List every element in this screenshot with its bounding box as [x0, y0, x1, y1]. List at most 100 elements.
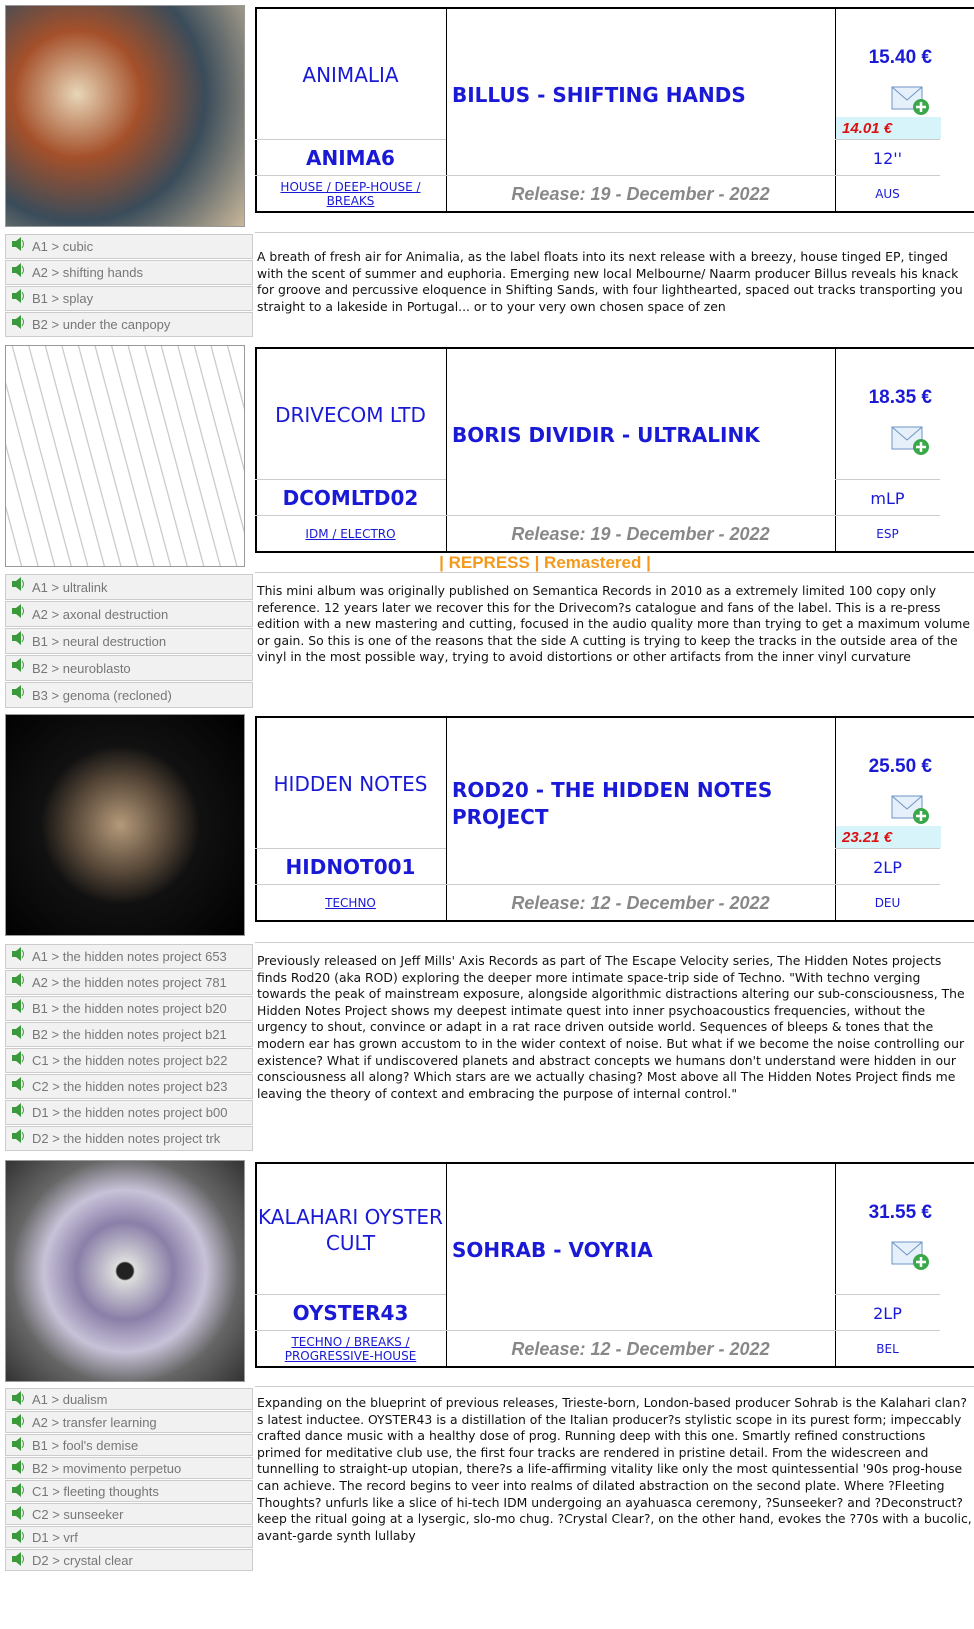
track-name[interactable]: A2 > shifting hands	[32, 265, 143, 280]
mail-icon[interactable]	[890, 83, 930, 117]
track[interactable]: B2 > movimento perpetuo	[5, 1457, 253, 1479]
track-name[interactable]: D2 > crystal clear	[32, 1553, 133, 1568]
genres[interactable]: TECHNO	[255, 885, 446, 921]
track[interactable]: A1 > dualism	[5, 1388, 253, 1410]
play-icon[interactable]	[10, 998, 26, 1014]
track[interactable]: B2 > the hidden notes project b21	[5, 1022, 253, 1047]
play-icon[interactable]	[10, 288, 26, 304]
label-name[interactable]: ANIMALIA	[255, 25, 446, 125]
release-title[interactable]: BORIS DIVIDIR - ULTRALINK	[446, 365, 835, 505]
add-to-wishlist[interactable]	[890, 1238, 930, 1272]
track-name[interactable]: B1 > neural destruction	[32, 634, 166, 649]
play-icon[interactable]	[10, 1436, 26, 1452]
cover-art[interactable]	[5, 714, 245, 936]
track[interactable]: A2 > the hidden notes project 781	[5, 970, 253, 995]
play-icon[interactable]	[10, 262, 26, 278]
track-name[interactable]: D2 > the hidden notes project trk	[32, 1131, 220, 1146]
play-icon[interactable]	[10, 657, 26, 673]
play-icon[interactable]	[10, 630, 26, 646]
track[interactable]: D2 > the hidden notes project trk	[5, 1126, 253, 1151]
track-name[interactable]: C2 > sunseeker	[32, 1507, 123, 1522]
track-name[interactable]: D1 > the hidden notes project b00	[32, 1105, 228, 1120]
mail-icon[interactable]	[890, 1238, 930, 1272]
track[interactable]: A2 > transfer learning	[5, 1411, 253, 1433]
track-name[interactable]: B2 > neuroblasto	[32, 661, 131, 676]
genres[interactable]: IDM / ELECTRO	[255, 516, 446, 552]
catalog-number[interactable]: OYSTER43	[255, 1296, 446, 1330]
track[interactable]: D1 > the hidden notes project b00	[5, 1100, 253, 1125]
track[interactable]: B2 > neuroblasto	[5, 655, 253, 681]
mail-icon[interactable]	[890, 792, 930, 826]
catalog-number[interactable]: DCOMLTD02	[255, 481, 446, 515]
release-title[interactable]: SOHRAB - VOYRIA	[446, 1180, 835, 1320]
mail-icon[interactable]	[890, 423, 930, 457]
play-icon[interactable]	[10, 1528, 26, 1544]
add-to-wishlist[interactable]	[890, 423, 930, 457]
track-name[interactable]: B1 > the hidden notes project b20	[32, 1001, 227, 1016]
catalog-number[interactable]: HIDNOT001	[255, 850, 446, 884]
track-name[interactable]: C1 > the hidden notes project b22	[32, 1053, 228, 1068]
track[interactable]: A1 > cubic	[5, 234, 253, 259]
play-icon[interactable]	[10, 1390, 26, 1406]
play-icon[interactable]	[10, 1413, 26, 1429]
play-icon[interactable]	[10, 236, 26, 252]
track[interactable]: C1 > the hidden notes project b22	[5, 1048, 253, 1073]
track-name[interactable]: C2 > the hidden notes project b23	[32, 1079, 228, 1094]
play-icon[interactable]	[10, 1050, 26, 1066]
track[interactable]: A2 > axonal destruction	[5, 601, 253, 627]
track-name[interactable]: A2 > the hidden notes project 781	[32, 975, 227, 990]
genres[interactable]: TECHNO / BREAKS / PROGRESSIVE-HOUSE	[255, 1331, 446, 1367]
add-to-wishlist[interactable]	[890, 792, 930, 826]
track-name[interactable]: A1 > dualism	[32, 1392, 108, 1407]
play-icon[interactable]	[10, 1024, 26, 1040]
cover-art[interactable]	[5, 345, 245, 567]
track-name[interactable]: B2 > under the canpopy	[32, 317, 170, 332]
catalog-number[interactable]: ANIMA6	[255, 141, 446, 175]
track[interactable]: B2 > under the canpopy	[5, 312, 253, 337]
track-name[interactable]: B3 > genoma (recloned)	[32, 688, 172, 703]
release-title[interactable]: BILLUS - SHIFTING HANDS	[446, 25, 835, 165]
track[interactable]: C2 > sunseeker	[5, 1503, 253, 1525]
cover-art[interactable]	[5, 5, 245, 227]
track[interactable]: A1 > ultralink	[5, 574, 253, 600]
track[interactable]: A2 > shifting hands	[5, 260, 253, 285]
play-icon[interactable]	[10, 1505, 26, 1521]
play-icon[interactable]	[10, 1102, 26, 1118]
track-name[interactable]: B2 > movimento perpetuo	[32, 1461, 181, 1476]
track[interactable]: B3 > genoma (recloned)	[5, 682, 253, 708]
play-icon[interactable]	[10, 684, 26, 700]
track[interactable]: A1 > the hidden notes project 653	[5, 944, 253, 969]
label-name[interactable]: DRIVECOM LTD	[255, 365, 446, 465]
track[interactable]: B1 > splay	[5, 286, 253, 311]
track-name[interactable]: C1 > fleeting thoughts	[32, 1484, 159, 1499]
track-name[interactable]: B1 > fool's demise	[32, 1438, 138, 1453]
cover-art[interactable]	[5, 1160, 245, 1382]
play-icon[interactable]	[10, 946, 26, 962]
play-icon[interactable]	[10, 972, 26, 988]
play-icon[interactable]	[10, 576, 26, 592]
track[interactable]: D2 > crystal clear	[5, 1549, 253, 1571]
track[interactable]: C1 > fleeting thoughts	[5, 1480, 253, 1502]
genres[interactable]: HOUSE / DEEP-HOUSE / BREAKS	[255, 176, 446, 212]
track[interactable]: D1 > vrf	[5, 1526, 253, 1548]
release-title[interactable]: ROD20 - THE HIDDEN NOTES PROJECT	[446, 734, 835, 874]
track[interactable]: C2 > the hidden notes project b23	[5, 1074, 253, 1099]
play-icon[interactable]	[10, 1551, 26, 1567]
track[interactable]: B1 > the hidden notes project b20	[5, 996, 253, 1021]
track[interactable]: B1 > fool's demise	[5, 1434, 253, 1456]
add-to-wishlist[interactable]	[890, 83, 930, 117]
track-name[interactable]: B2 > the hidden notes project b21	[32, 1027, 227, 1042]
play-icon[interactable]	[10, 314, 26, 330]
label-name[interactable]: KALAHARI OYSTER CULT	[255, 1180, 446, 1280]
label-name[interactable]: HIDDEN NOTES	[255, 734, 446, 834]
track-name[interactable]: A1 > cubic	[32, 239, 93, 254]
track[interactable]: B1 > neural destruction	[5, 628, 253, 654]
play-icon[interactable]	[10, 1128, 26, 1144]
play-icon[interactable]	[10, 1482, 26, 1498]
track-name[interactable]: A2 > transfer learning	[32, 1415, 157, 1430]
play-icon[interactable]	[10, 1459, 26, 1475]
track-name[interactable]: A2 > axonal destruction	[32, 607, 168, 622]
track-name[interactable]: B1 > splay	[32, 291, 93, 306]
track-name[interactable]: A1 > the hidden notes project 653	[32, 949, 227, 964]
play-icon[interactable]	[10, 1076, 26, 1092]
